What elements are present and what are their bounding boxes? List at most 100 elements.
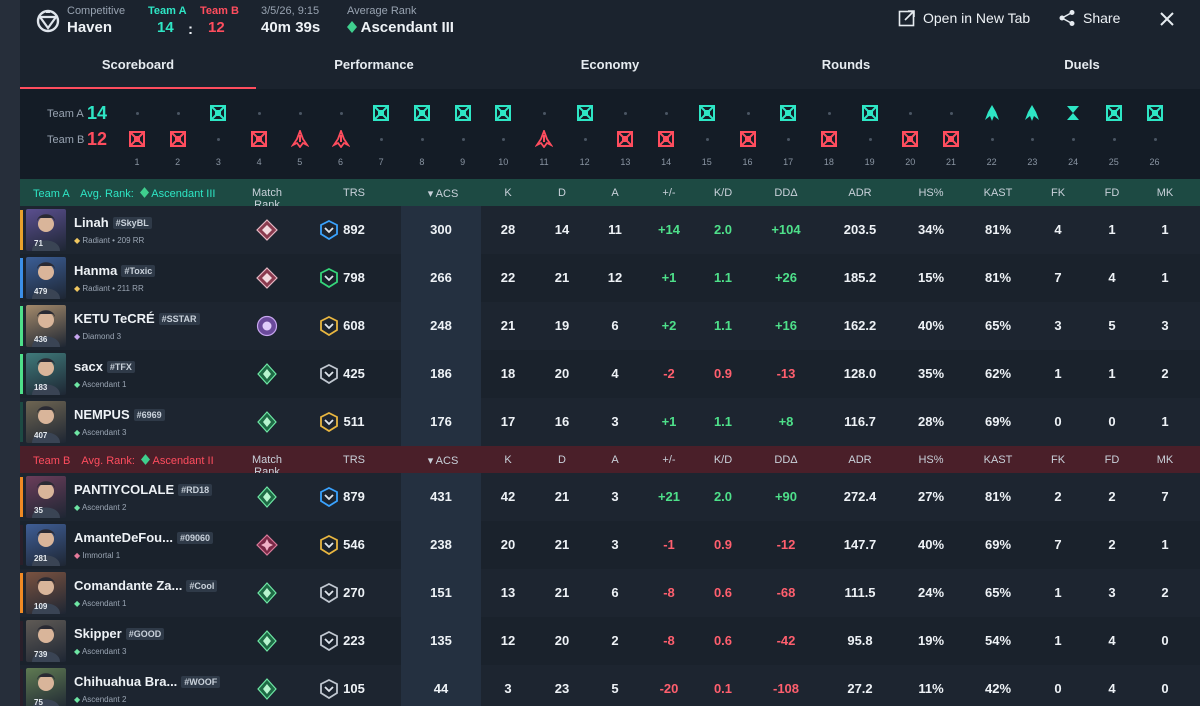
col-fk[interactable]: FK — [1050, 187, 1066, 199]
col-adr[interactable]: ADR — [848, 187, 872, 199]
col-trs[interactable]: TRS — [343, 187, 365, 199]
player-name[interactable]: PANTIYCOLALE #RD18 — [74, 482, 213, 497]
agent-avatar[interactable] — [26, 668, 66, 706]
tab-scoreboard[interactable]: Scoreboard — [20, 42, 256, 89]
ascendant-rank-icon — [257, 630, 277, 652]
elimination-win-icon[interactable] — [128, 130, 146, 148]
col-fd[interactable]: FD — [1104, 187, 1120, 199]
elimination-win-icon[interactable] — [250, 130, 268, 148]
player-row[interactable]: 75 Chihuahua Bra... #WOOF ◆ Ascendant 2 105 4… — [20, 665, 1200, 706]
player-name[interactable]: KETU TeCRÉ #SSTAR — [74, 311, 200, 326]
col-acs[interactable]: ▾ ACS — [427, 455, 459, 467]
tab-rounds[interactable]: Rounds — [821, 57, 871, 72]
agent-avatar[interactable] — [26, 305, 66, 347]
player-row[interactable]: 281 AmanteDeFou... #09060 ◆ Immortal 1 546 23… — [20, 521, 1200, 569]
col-k[interactable]: K — [504, 187, 512, 199]
spike-detonated-icon[interactable] — [535, 130, 553, 148]
col-trs[interactable]: TRS — [343, 454, 365, 466]
player-row[interactable]: 35 PANTIYCOLALE #RD18 ◆ Ascendant 2 879 431 42… — [20, 473, 1200, 521]
elimination-win-icon[interactable] — [1105, 104, 1123, 122]
player-name[interactable]: sacx #TFX — [74, 359, 135, 374]
elimination-win-icon[interactable] — [739, 130, 757, 148]
player-name[interactable]: Linah #SkyBL — [74, 215, 152, 230]
agent-avatar[interactable] — [26, 209, 66, 251]
elimination-win-icon[interactable] — [413, 104, 431, 122]
elimination-win-icon[interactable] — [861, 104, 879, 122]
tab-performance[interactable]: Performance — [334, 57, 414, 72]
kd-value: 0.6 — [713, 585, 733, 600]
player-row[interactable]: 479 Hanma #Toxic ◆ Radiant • 211 RR 798 266 22… — [20, 254, 1200, 302]
col-adr[interactable]: ADR — [848, 454, 872, 466]
spike-detonated-icon[interactable] — [290, 130, 309, 148]
elimination-win-icon[interactable] — [454, 104, 472, 122]
col-kast[interactable]: KAST — [983, 187, 1013, 199]
ascendant-rank-icon — [257, 582, 277, 604]
close-icon[interactable] — [1156, 8, 1178, 30]
elimination-win-icon[interactable] — [698, 104, 716, 122]
elimination-win-icon[interactable] — [657, 130, 675, 148]
elimination-win-icon[interactable] — [942, 130, 960, 148]
col-kd[interactable]: K/D — [713, 187, 733, 199]
col-acs[interactable]: ▾ ACS — [427, 188, 459, 200]
spike-detonated-icon[interactable] — [331, 130, 350, 148]
col-mk[interactable]: MK — [1156, 454, 1174, 466]
col-plus-minus[interactable]: +/- — [662, 454, 676, 466]
deaths-value: 14 — [554, 222, 570, 237]
player-row[interactable]: 71 Linah #SkyBL ◆ Radiant • 209 RR 892 300 28 1… — [20, 206, 1200, 254]
open-new-tab-button[interactable]: Open in New Tab — [898, 9, 1030, 27]
elimination-win-icon[interactable] — [494, 104, 512, 122]
spike-defused-icon[interactable] — [1023, 104, 1041, 122]
player-row[interactable]: 436 KETU TeCRÉ #SSTAR ◆ Diamond 3 608 248 21 19… — [20, 302, 1200, 350]
round-loss-marker — [339, 112, 343, 115]
tab-economy[interactable]: Economy — [580, 57, 640, 72]
rank-mini-icon: ◆ — [74, 428, 82, 437]
spike-defused-icon[interactable] — [983, 104, 1001, 122]
agent-avatar[interactable] — [26, 620, 66, 662]
player-name[interactable]: Comandante Za... #Cool — [74, 578, 218, 593]
share-button[interactable]: Share — [1058, 9, 1120, 27]
player-name[interactable]: Hanma #Toxic — [74, 263, 156, 278]
col-kast[interactable]: KAST — [983, 454, 1013, 466]
col-hs[interactable]: HS% — [918, 454, 944, 466]
agent-avatar[interactable] — [26, 572, 66, 614]
player-row[interactable]: 109 Comandante Za... #Cool ◆ Ascendant 1 270… — [20, 569, 1200, 617]
agent-avatar[interactable] — [26, 524, 66, 566]
score-separator: : — [188, 21, 193, 38]
col-k[interactable]: K — [504, 454, 512, 466]
player-row[interactable]: 407 NEMPUS #6969 ◆ Ascendant 3 511 176 17 16 3 +1… — [20, 398, 1200, 446]
time-expired-icon[interactable] — [1064, 104, 1082, 122]
col-dda[interactable]: DDΔ — [774, 454, 798, 466]
elimination-win-icon[interactable] — [779, 104, 797, 122]
col-dda[interactable]: DDΔ — [774, 187, 798, 199]
agent-avatar[interactable] — [26, 257, 66, 299]
player-name[interactable]: NEMPUS #6969 — [74, 407, 165, 422]
player-name[interactable]: Skipper #GOOD — [74, 626, 165, 641]
agent-avatar[interactable] — [26, 401, 66, 443]
col-fd[interactable]: FD — [1104, 454, 1120, 466]
elimination-win-icon[interactable] — [372, 104, 390, 122]
col-kd[interactable]: K/D — [713, 454, 733, 466]
elimination-win-icon[interactable] — [1146, 104, 1164, 122]
col-a[interactable]: A — [611, 454, 619, 466]
elimination-win-icon[interactable] — [616, 130, 634, 148]
col-a[interactable]: A — [611, 187, 619, 199]
player-row[interactable]: 183 sacx #TFX ◆ Ascendant 1 425 186 18 20 4 -2 0.9… — [20, 350, 1200, 398]
elimination-win-icon[interactable] — [820, 130, 838, 148]
col-hs[interactable]: HS% — [918, 187, 944, 199]
col-mk[interactable]: MK — [1156, 187, 1174, 199]
tab-duels[interactable]: Duels — [1064, 57, 1100, 72]
elimination-win-icon[interactable] — [209, 104, 227, 122]
elimination-win-icon[interactable] — [901, 130, 919, 148]
agent-avatar[interactable] — [26, 476, 66, 518]
col-d[interactable]: D — [558, 187, 566, 199]
player-tag: #Toxic — [121, 265, 156, 277]
player-row[interactable]: 739 Skipper #GOOD ◆ Ascendant 3 223 135 12 20 2 -… — [20, 617, 1200, 665]
elimination-win-icon[interactable] — [169, 130, 187, 148]
col-d[interactable]: D — [558, 454, 566, 466]
agent-avatar[interactable] — [26, 353, 66, 395]
player-name[interactable]: AmanteDeFou... #09060 — [74, 530, 214, 545]
elimination-win-icon[interactable] — [576, 104, 594, 122]
player-name[interactable]: Chihuahua Bra... #WOOF — [74, 674, 221, 689]
col-fk[interactable]: FK — [1050, 454, 1066, 466]
col-plus-minus[interactable]: +/- — [662, 187, 676, 199]
